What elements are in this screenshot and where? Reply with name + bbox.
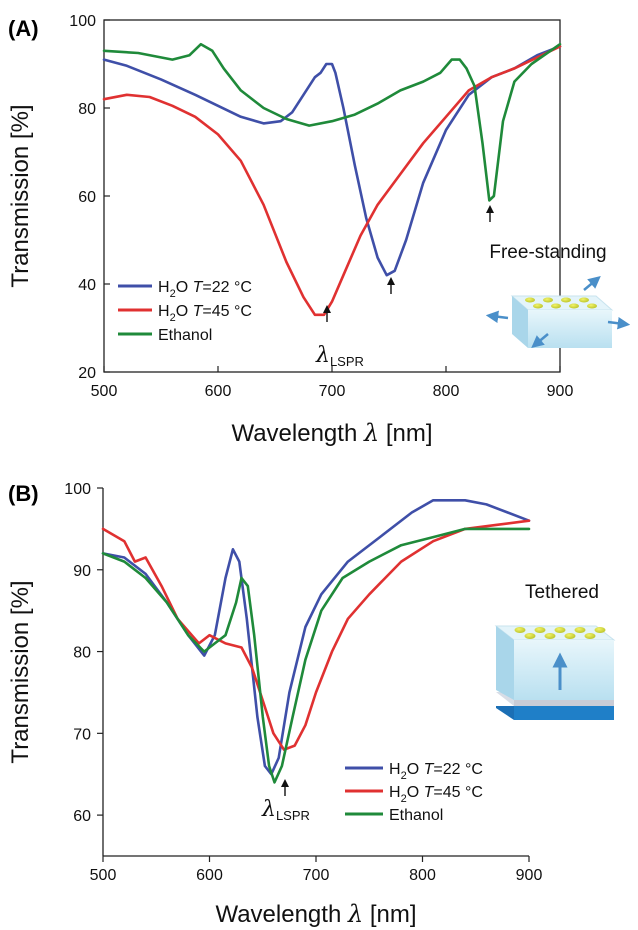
y-tick-label-b: 60 [73, 808, 91, 825]
legend-label-a-3: Ethanol [158, 327, 212, 344]
y-tick-label-a: 40 [78, 277, 96, 294]
y-tick-label-a: 20 [78, 365, 96, 382]
x-tick-label-b: 900 [516, 867, 543, 884]
plot-area-a: 500 600 700 800 900 20 40 60 80 100 [69, 13, 573, 400]
y-tick-label-a: 60 [78, 189, 96, 206]
lspr-label-a: λLSPR [315, 343, 364, 369]
series-line-b-1 [101, 499, 531, 776]
x-tick-label-a: 800 [433, 383, 460, 400]
y-axis-title-a: Transmission [%] [7, 104, 34, 287]
x-tick-label-a: 600 [205, 383, 232, 400]
x-axis-title-b: Wavelength λ [nm] [215, 900, 416, 928]
y-tick-label-b: 100 [64, 481, 91, 498]
expansion-arrows-icon [485, 275, 631, 349]
lspr-annotation-b: λLSPR [261, 779, 310, 823]
x-tick-label-b: 500 [90, 867, 117, 884]
plot-area-b: 500 600 700 800 900 60 70 80 90 100 [64, 481, 542, 884]
lspr-label-b: λLSPR [261, 797, 310, 823]
inset-label-b: Tethered [525, 582, 599, 603]
series-line-b-2 [101, 519, 531, 751]
inset-tethered: Tethered [494, 582, 616, 720]
axes-b: 500 600 700 800 900 60 70 80 90 100 [64, 481, 542, 884]
y-tick-label-b: 90 [73, 563, 91, 580]
x-tick-label-a: 500 [91, 383, 118, 400]
series-group-a [102, 42, 562, 317]
panel-label-b: (B) [8, 481, 39, 506]
resonance-arrow-a1 [323, 305, 331, 322]
series-line-b-3 [101, 527, 531, 784]
series-line-a-3 [102, 42, 562, 202]
lspr-annotation-a: λLSPR [315, 205, 494, 369]
legend-label-b-3: Ethanol [389, 807, 443, 824]
tethered-hydrogel-icon [494, 625, 616, 720]
inset-free-standing: Free-standing [485, 242, 631, 349]
hydrogel-block-icon [510, 295, 614, 348]
legend-a: H2O T=22 °C H2O T=45 °C Ethanol [118, 279, 252, 344]
x-axis-title-a: Wavelength λ [nm] [231, 419, 432, 447]
panel-b: (B) 500 600 700 800 900 60 70 80 90 100 Transmiss… [7, 481, 616, 928]
y-tick-label-a: 100 [69, 13, 96, 30]
legend-label-a-1: H2O T=22 °C [158, 279, 252, 300]
resonance-arrow-a3 [486, 205, 494, 222]
legend-label-b-1: H2O T=22 °C [389, 761, 483, 782]
y-tick-label-a: 80 [78, 101, 96, 118]
series-line-a-1 [102, 45, 562, 277]
y-tick-label-b: 80 [73, 645, 91, 662]
legend-label-a-2: H2O T=45 °C [158, 303, 252, 324]
resonance-arrow-a2 [387, 277, 395, 294]
panel-label-a: (A) [8, 16, 39, 41]
x-tick-label-b: 600 [196, 867, 223, 884]
inset-label-a: Free-standing [489, 242, 606, 263]
x-tick-label-a: 900 [547, 383, 574, 400]
series-group-b [101, 499, 531, 784]
axes-a: 500 600 700 800 900 20 40 60 80 100 [69, 13, 573, 400]
resonance-arrow-b [281, 779, 289, 796]
series-line-a-2 [102, 45, 562, 317]
y-tick-label-b: 70 [73, 726, 91, 743]
x-tick-label-b: 700 [303, 867, 330, 884]
panel-a: (A) 500 600 700 800 900 20 40 60 80 100 Transmiss… [7, 13, 631, 447]
legend-label-b-2: H2O T=45 °C [389, 784, 483, 805]
y-axis-title-b: Transmission [%] [7, 580, 34, 763]
x-tick-label-b: 800 [409, 867, 436, 884]
x-tick-label-a: 700 [319, 383, 346, 400]
